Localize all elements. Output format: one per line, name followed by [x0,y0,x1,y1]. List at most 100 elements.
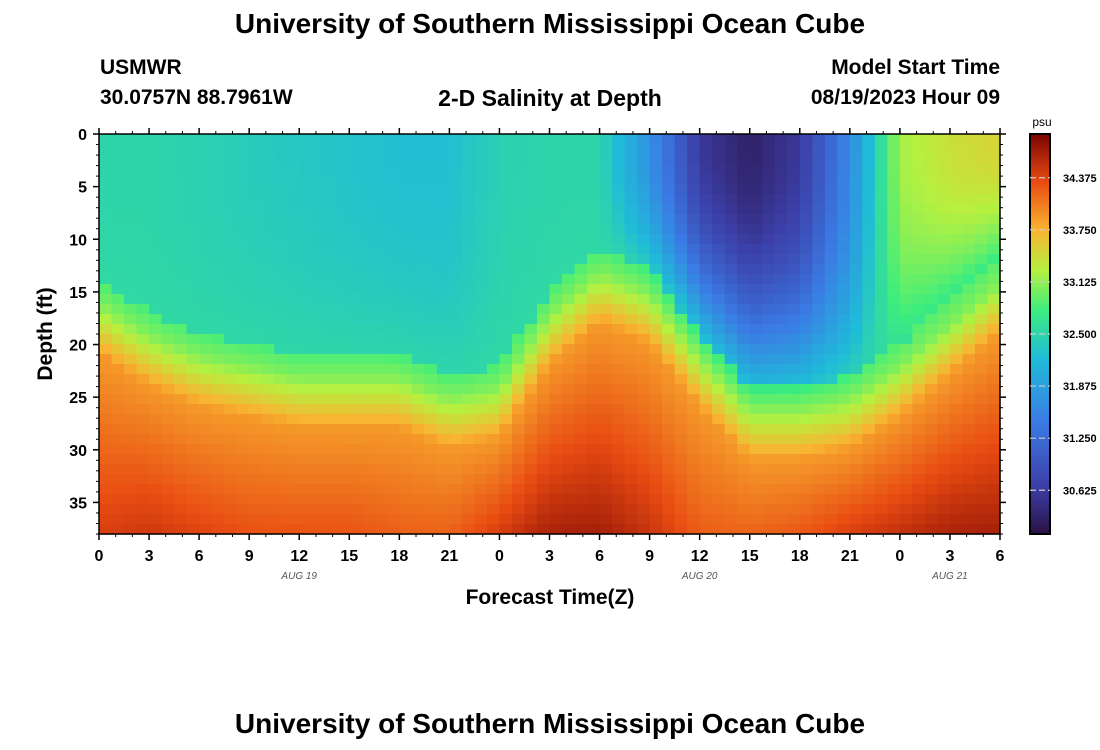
heatmap-cell [111,474,125,485]
heatmap-cell [849,484,863,495]
heatmap-cell [787,224,801,235]
heatmap-cell [211,514,225,525]
heatmap-cell [211,464,225,475]
heatmap-cell [361,504,375,515]
heatmap-cell [349,304,363,315]
heatmap-cell [186,204,200,215]
heatmap-cell [461,434,476,445]
heatmap-cell [136,164,150,175]
y-tick-label: 35 [69,495,87,512]
heatmap-cell [236,234,250,245]
heatmap-cell [111,314,125,325]
heatmap-cell [799,294,813,305]
heatmap-cell [224,144,238,155]
heatmap-cell [774,154,788,165]
heatmap-cell [562,204,576,215]
heatmap-cell [724,314,738,325]
heatmap-cell [399,214,413,225]
heatmap-cell [186,184,200,195]
heatmap-cell [499,384,513,395]
heatmap-cell [461,524,476,535]
heatmap-cell [924,224,939,235]
heatmap-cell [824,294,838,305]
page-title: University of Southern Mississippi Ocean… [234,8,866,39]
heatmap-cell [274,424,288,435]
heatmap-cell [662,324,676,335]
heatmap-cell [374,414,388,425]
heatmap-cell [762,264,776,275]
heatmap-cell [924,154,939,165]
heatmap-cell [399,144,413,155]
heatmap-cell [737,184,751,195]
heatmap-cell [524,174,538,185]
heatmap-cell [812,274,826,285]
heatmap-cell [674,154,688,165]
heatmap-cell [99,434,113,445]
heatmap-cell [349,524,363,535]
heatmap-cell [349,484,363,495]
heatmap-cell [824,214,838,225]
heatmap-cell [624,314,638,325]
heatmap-cell [511,514,526,525]
heatmap-cell [124,384,138,395]
heatmap-cell [336,324,350,335]
heatmap-cell [762,314,776,325]
heatmap-cell [662,154,676,165]
heatmap-cell [774,364,788,375]
heatmap-cell [837,314,851,325]
heatmap-cell [824,254,838,265]
heatmap-cell [637,384,651,395]
heatmap-cell [937,494,951,505]
heatmap-cell [674,324,688,335]
heatmap-cell [962,454,976,465]
heatmap-cell [174,164,188,175]
heatmap-cell [937,524,951,535]
heatmap-cell [949,354,964,365]
heatmap-cell [211,194,225,205]
heatmap-cell [524,254,538,265]
heatmap-cell [699,154,713,165]
heatmap-cell [699,324,713,335]
heatmap-cell [499,454,513,465]
heatmap-cell [461,234,476,245]
heatmap-cell [899,484,913,495]
heatmap-cell [787,464,801,475]
heatmap-cell [987,394,1001,405]
heatmap-cell [499,294,513,305]
heatmap-cell [862,384,876,395]
heatmap-cell [374,274,388,285]
heatmap-cell [587,194,601,205]
heatmap-cell [386,304,400,315]
heatmap-cell [161,214,175,225]
heatmap-cell [361,524,375,535]
heatmap-cell [174,274,188,285]
heatmap-cell [161,474,175,485]
heatmap-cell [874,384,888,395]
heatmap-cell [261,154,275,165]
heatmap-cell [524,144,538,155]
heatmap-cell [536,424,551,435]
heatmap-cell [949,274,964,285]
heatmap-cell [511,254,526,265]
heatmap-cell [261,384,275,395]
heatmap-cell [111,214,125,225]
heatmap-cell [699,474,713,485]
heatmap-cell [149,214,163,225]
heatmap-cell [687,164,701,175]
heatmap-cell [499,414,513,425]
heatmap-cell [436,164,450,175]
heatmap-cell [599,234,613,245]
heatmap-cell [149,234,163,245]
heatmap-cell [787,424,801,435]
heatmap-cell [862,434,876,445]
heatmap-cell [174,524,188,535]
heatmap-cell [111,494,125,505]
heatmap-cell [762,524,776,535]
heatmap-cell [474,134,488,145]
heatmap-cell [374,524,388,535]
heatmap-cell [637,284,651,295]
heatmap-cell [949,184,964,195]
heatmap-cell [411,184,425,195]
heatmap-cell [186,354,200,365]
heatmap-cell [724,284,738,295]
